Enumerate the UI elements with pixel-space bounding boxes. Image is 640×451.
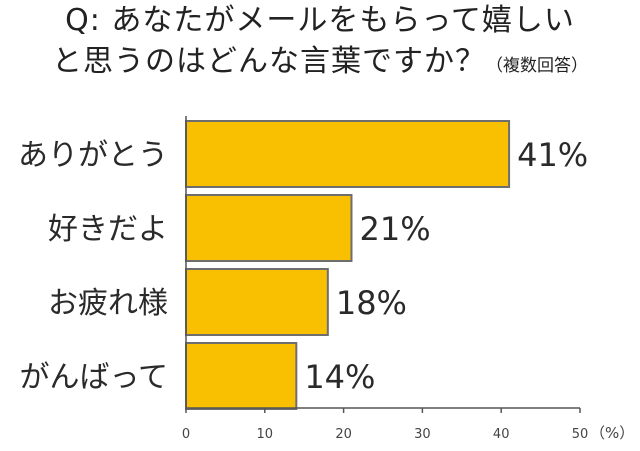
x-unit-label: （%） — [590, 424, 634, 442]
x-tick-label-2: 20 — [335, 427, 352, 442]
value-label-3: 14% — [304, 358, 375, 396]
chart-title-note: （複数回答） — [486, 56, 588, 76]
x-tick-label-3: 30 — [414, 427, 431, 442]
chart-title-line-1: Q: あなたがメールをもらって嬉しい — [65, 3, 575, 38]
category-label-3: がんばって — [20, 360, 169, 395]
x-tick-label-0: 0 — [182, 427, 190, 442]
chart-title-line-2: と思うのはどんな言葉ですか？（複数回答） — [0, 44, 640, 84]
x-tick-label-1: 10 — [257, 427, 274, 442]
x-axis: 0 10 20 30 40 50 （%） — [182, 116, 634, 442]
category-label-1: 好きだよ — [48, 212, 168, 247]
bar-1 — [185, 194, 353, 262]
bars-group: ありがとう 41% 好きだよ 21% お疲れ様 18% がんばって 14% — [18, 120, 588, 410]
bar-0 — [185, 120, 511, 188]
category-label-0: ありがとう — [18, 138, 168, 173]
category-label-2: お疲れ様 — [48, 286, 168, 321]
value-label-0: 41% — [517, 136, 588, 174]
x-tick-label-4: 40 — [493, 427, 510, 442]
bar-3 — [185, 342, 298, 410]
bar-2 — [185, 268, 329, 336]
value-label-1: 21% — [359, 210, 430, 248]
value-label-2: 18% — [336, 284, 407, 322]
chart-title-line-2-text: と思うのはどんな言葉ですか？ — [52, 44, 486, 79]
x-tick-label-5: 50 — [572, 427, 589, 442]
